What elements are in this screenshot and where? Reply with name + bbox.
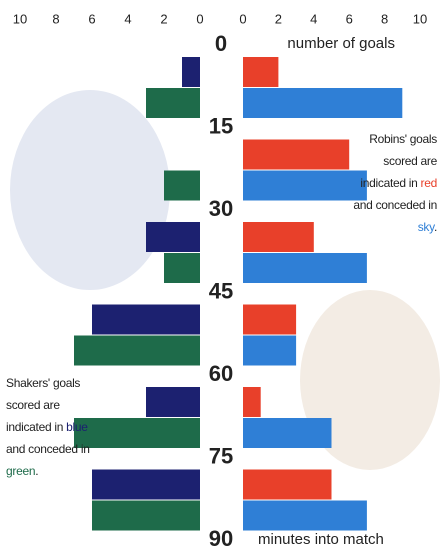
time-label: 30 bbox=[209, 196, 233, 221]
right-bar bbox=[243, 88, 402, 118]
left-bar bbox=[92, 470, 200, 500]
left-bar bbox=[146, 387, 200, 417]
right-x-tick-label: 0 bbox=[239, 11, 246, 26]
left-bar bbox=[146, 222, 200, 252]
left-x-tick-label: 0 bbox=[196, 11, 203, 26]
note-text: sky bbox=[418, 220, 434, 234]
left-x-tick-label: 2 bbox=[160, 11, 167, 26]
left-bar bbox=[74, 336, 200, 366]
left-bar bbox=[146, 88, 200, 118]
time-label: 15 bbox=[209, 113, 233, 138]
time-label: 0 bbox=[215, 31, 227, 56]
note-text: and conceded in bbox=[6, 442, 90, 456]
right-bar bbox=[243, 140, 349, 170]
left-x-tick-label: 6 bbox=[88, 11, 95, 26]
time-label: 75 bbox=[209, 443, 233, 468]
right-bar bbox=[243, 305, 296, 335]
crest-decoration bbox=[10, 90, 170, 290]
right-x-tick-label: 10 bbox=[413, 11, 427, 26]
left-bar bbox=[164, 171, 200, 201]
left-bar bbox=[164, 253, 200, 283]
note-text: . bbox=[35, 464, 38, 478]
right-x-tick-label: 2 bbox=[275, 11, 282, 26]
time-label: 45 bbox=[209, 278, 233, 303]
right-bar bbox=[243, 336, 296, 366]
note-text: and conceded in bbox=[353, 198, 437, 212]
left-bar bbox=[182, 57, 200, 87]
x-axis-label: number of goals bbox=[287, 35, 395, 52]
right-bar bbox=[243, 387, 261, 417]
right-bar bbox=[243, 470, 332, 500]
note-text: red bbox=[421, 176, 437, 190]
left-x-tick-label: 8 bbox=[52, 11, 59, 26]
left-x-tick-label: 4 bbox=[124, 11, 131, 26]
note-text: . bbox=[434, 220, 437, 234]
left-x-tick-label: 10 bbox=[13, 11, 27, 26]
note-text: blue bbox=[66, 420, 88, 434]
page: number of goals minutes into match 00224… bbox=[0, 0, 443, 554]
y-axis-label: minutes into match bbox=[258, 531, 384, 548]
right-bar bbox=[243, 418, 332, 448]
right-bar bbox=[243, 57, 278, 87]
right-x-tick-label: 4 bbox=[310, 11, 317, 26]
right-bar bbox=[243, 222, 314, 252]
time-label: 60 bbox=[209, 361, 233, 386]
right-note: Robins' goals scored are indicated in re… bbox=[345, 128, 437, 238]
right-x-tick-label: 8 bbox=[381, 11, 388, 26]
left-bar bbox=[92, 305, 200, 335]
right-bar bbox=[243, 253, 367, 283]
left-bar bbox=[74, 418, 200, 448]
right-x-tick-label: 6 bbox=[346, 11, 353, 26]
note-text: green bbox=[6, 464, 35, 478]
time-label: 90 bbox=[209, 526, 233, 551]
left-bar bbox=[92, 501, 200, 531]
right-bar bbox=[243, 501, 367, 531]
left-note: Shakers' goals scored are indicated in b… bbox=[6, 372, 91, 482]
